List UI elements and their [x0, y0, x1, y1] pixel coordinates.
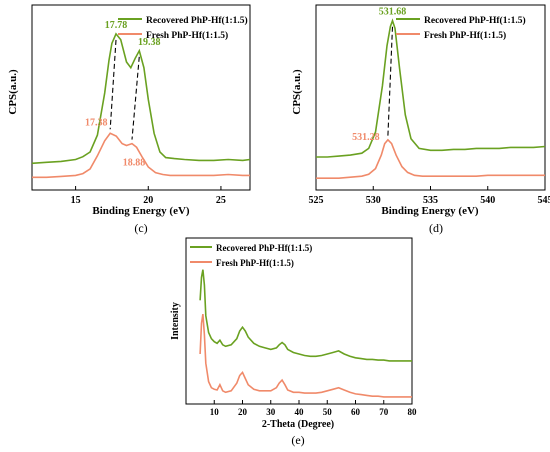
x-tick-label: 535 [423, 195, 438, 206]
peak-dashed-link [109, 39, 117, 130]
legend-label-fresh: Fresh PhP-Hf(1:1.5) [424, 30, 506, 41]
panel-c-ylabel: CPS(a.u.) [7, 69, 19, 115]
legend-label-fresh: Fresh PhP-Hf(1:1.5) [146, 30, 228, 41]
x-tick-label: 80 [408, 407, 418, 417]
panel-d-legend: Recovered PhP-Hf(1:1.5) Fresh PhP-Hf(1:1… [396, 15, 526, 41]
panel-d: 531.68 531.28 525 530 535 540 545 Binding Ene… [291, 4, 550, 235]
legend-label-fresh: Fresh PhP-Hf(1:1.5) [216, 258, 294, 268]
panel-d-ylabel: CPS(a.u.) [291, 69, 303, 115]
panel-c-caption: (c) [134, 221, 147, 235]
panel-c-ticks: 15 20 25 [71, 186, 226, 206]
panel-c-xlabel: Binding Energy (eV) [92, 205, 190, 217]
peak-label: 17.78 [105, 20, 128, 31]
x-tick-label: 10 [210, 407, 220, 417]
series-line-fresh [32, 132, 250, 179]
x-tick-label: 15 [71, 195, 81, 206]
peak-label: 18.88 [123, 158, 146, 169]
x-tick-label: 530 [366, 195, 381, 206]
panel-d-xlabel: Binding Energy (eV) [381, 205, 479, 217]
panel-e-plot [199, 269, 412, 398]
panel-e-legend: Recovered PhP-Hf(1:1.5) Fresh PhP-Hf(1:1… [190, 243, 312, 268]
x-tick-label: 50 [323, 407, 333, 417]
series-line-recovered [31, 32, 251, 165]
peak-label: 19.38 [138, 37, 161, 48]
peak-label: 531.28 [352, 132, 380, 143]
peak-dashed-link [387, 26, 394, 136]
legend-label-recovered: Recovered PhP-Hf(1:1.5) [216, 243, 312, 253]
series-line-fresh [199, 313, 412, 398]
panel-c: 17.78 19.38 17.38 18.88 15 20 25 Binding Ener… [7, 4, 251, 235]
x-tick-label: 525 [309, 195, 324, 206]
panel-c-legend: Recovered PhP-Hf(1:1.5) Fresh PhP-Hf(1:1… [118, 15, 248, 41]
x-tick-label: 20 [238, 407, 248, 417]
panel-e-xlabel: 2-Theta (Degree) [262, 419, 334, 430]
panel-e-ticks: 10 20 30 40 50 60 70 80 [210, 400, 417, 417]
x-tick-label: 540 [480, 195, 495, 206]
panel-e-ylabel: Intensity [170, 302, 181, 340]
peak-dashed-link [131, 56, 140, 140]
x-tick-label: 25 [216, 195, 226, 206]
panel-e: 10 20 30 40 50 60 70 80 2-Theta (Degree) Intens… [170, 237, 417, 447]
x-tick-label: 545 [538, 195, 550, 206]
legend-label-recovered: Recovered PhP-Hf(1:1.5) [424, 15, 526, 26]
series-line-recovered [316, 18, 546, 158]
x-tick-label: 70 [379, 407, 389, 417]
series-line-fresh [316, 138, 545, 179]
x-tick-label: 30 [266, 407, 276, 417]
series-line-recovered [199, 269, 412, 362]
panel-d-caption: (d) [429, 221, 443, 235]
panel-c-frame [31, 4, 251, 191]
x-tick-label: 60 [351, 407, 361, 417]
panel-e-caption: (e) [291, 433, 304, 447]
peak-label: 17.38 [85, 117, 108, 128]
x-tick-label: 40 [295, 407, 305, 417]
legend-label-recovered: Recovered PhP-Hf(1:1.5) [146, 15, 248, 26]
panel-c-plot: 17.78 19.38 17.38 18.88 [31, 20, 251, 179]
peak-label: 531.68 [379, 7, 407, 18]
panel-d-plot: 531.68 531.28 [316, 7, 546, 179]
panel-d-ticks: 525 530 535 540 545 [309, 186, 550, 206]
x-tick-label: 20 [143, 195, 153, 206]
